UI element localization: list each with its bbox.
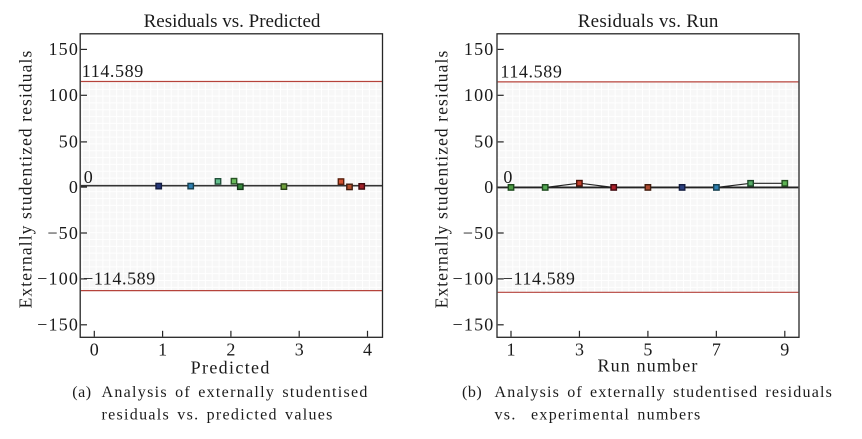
svg-text:150: 150 (464, 39, 495, 59)
svg-text:Run number: Run number (598, 355, 699, 375)
svg-text:100: 100 (48, 85, 79, 105)
svg-text:4: 4 (363, 340, 372, 360)
svg-text:−150: −150 (453, 315, 495, 335)
svg-text:100: 100 (464, 85, 495, 105)
svg-text:50: 50 (474, 132, 494, 152)
svg-text:Analysis of externally student: Analysis of externally studentised resid… (495, 384, 834, 401)
svg-text:1: 1 (158, 340, 167, 360)
svg-text:−114.589: −114.589 (503, 268, 576, 288)
svg-text:150: 150 (48, 39, 79, 59)
svg-text:0: 0 (84, 167, 93, 187)
svg-text:(b): (b) (462, 384, 482, 401)
svg-text:Externally studentized residua: Externally studentized residuals (432, 50, 452, 309)
svg-text:3: 3 (575, 340, 584, 360)
svg-text:residuals vs. predicted values: residuals vs. predicted values (102, 407, 334, 424)
svg-text:Residuals vs. Run: Residuals vs. Run (578, 11, 719, 32)
svg-text:114.589: 114.589 (82, 61, 144, 81)
svg-text:114.589: 114.589 (500, 61, 562, 81)
svg-text:0: 0 (484, 177, 494, 197)
svg-text:vs. experimental numbers: vs. experimental numbers (495, 407, 702, 424)
svg-text:50: 50 (59, 132, 79, 152)
svg-text:0: 0 (69, 177, 79, 197)
svg-text:−50: −50 (47, 223, 79, 243)
svg-text:7: 7 (712, 340, 721, 360)
svg-text:9: 9 (780, 340, 789, 360)
svg-text:1: 1 (507, 340, 516, 360)
svg-text:−100: −100 (453, 269, 495, 289)
svg-text:Predicted: Predicted (191, 358, 271, 378)
svg-text:−150: −150 (37, 315, 79, 335)
svg-text:−50: −50 (463, 223, 495, 243)
svg-text:2: 2 (226, 340, 235, 360)
svg-text:Analysis of externally student: Analysis of externally studentised (102, 384, 369, 401)
svg-text:5: 5 (643, 340, 652, 360)
svg-text:3: 3 (295, 340, 304, 360)
svg-text:0: 0 (503, 167, 512, 187)
svg-text:−100: −100 (37, 269, 79, 289)
svg-text:Externally studentized residua: Externally studentized residuals (16, 50, 36, 309)
svg-text:(a): (a) (72, 384, 91, 401)
svg-text:−114.589: −114.589 (83, 268, 156, 288)
svg-text:Residuals vs. Predicted: Residuals vs. Predicted (144, 11, 321, 32)
svg-text:0: 0 (90, 340, 99, 360)
